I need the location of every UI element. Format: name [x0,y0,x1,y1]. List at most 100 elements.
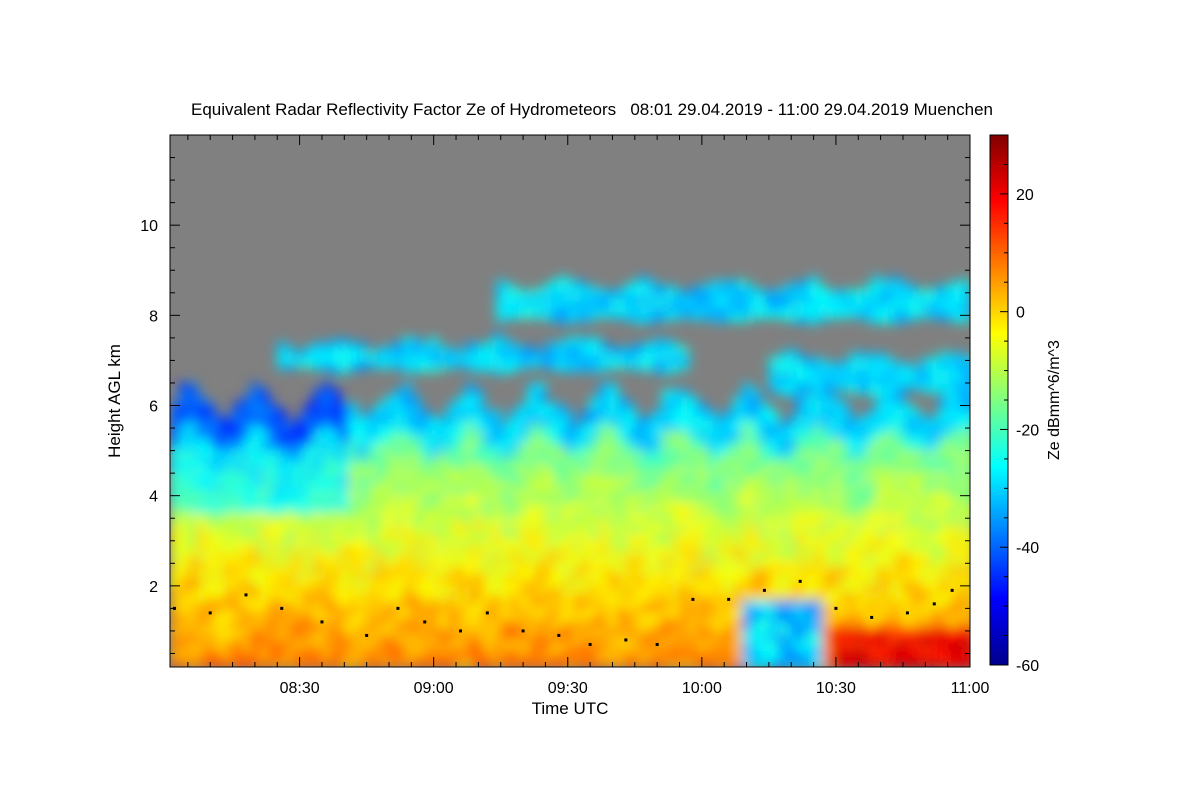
ze-cell [259,484,270,493]
ze-cell [947,464,958,472]
ze-cell [581,457,592,466]
ze-cell [321,349,332,358]
ze-cell [456,633,466,641]
ze-cell [634,545,645,554]
ze-cell [527,443,538,452]
ze-cell [956,504,967,513]
ze-cell [956,552,967,560]
ze-cell [339,612,350,621]
ze-cell [661,497,672,506]
ze-cell [751,497,761,506]
ze-cell [393,639,404,648]
ze-cell [679,653,690,662]
ze-cell [321,504,332,513]
ze-cell [590,491,601,499]
ze-cell [831,524,842,533]
ze-cell [813,524,824,533]
ze-cell [880,302,891,310]
ze-cell [634,477,645,486]
ze-cell [715,585,726,594]
ze-cell [885,437,896,445]
ze-cell [527,484,538,493]
ze-cell [545,639,556,648]
ze-cell [831,552,842,560]
ze-cell [634,592,645,601]
ze-cell [876,359,887,368]
ze-cell [809,316,820,325]
ze-cell [755,297,766,305]
ze-cell [894,552,904,560]
ze-cell [456,497,466,506]
ze-cell [402,585,413,594]
ze-cell [339,416,350,425]
ze-cell [965,579,970,587]
ze-cell [634,363,645,372]
ze-cell [545,511,556,520]
ze-cell [339,646,350,655]
ze-cell [952,280,963,289]
ze-cell [858,606,869,614]
ze-cell [357,592,368,601]
ze-cell [438,653,449,662]
ze-cell [178,518,189,526]
ze-cell [594,295,605,304]
ze-cell [366,599,377,608]
ze-cell [840,592,851,601]
ze-cell [768,437,779,445]
ze-cell [438,511,449,520]
ze-cell [786,464,797,472]
ze-cell [697,545,708,554]
ze-cell [849,484,860,493]
ze-cell [929,626,940,635]
ze-cell [768,626,779,635]
ze-cell [902,504,913,513]
ze-cell [581,350,592,359]
ze-cell [679,518,690,526]
ze-cell [420,350,431,359]
ze-cell [809,275,820,284]
ze-cell [259,531,270,540]
ze-cell [634,504,645,513]
ze-cell [715,504,726,513]
ze-cell [473,592,484,601]
ze-cell [268,599,279,608]
ze-cell [536,572,547,581]
ze-cell [822,592,833,601]
ze-cell [482,518,493,526]
ze-cell [885,464,896,472]
ze-cell [616,511,627,520]
ze-cell [742,423,753,432]
ze-cell [259,457,270,466]
ze-cell [482,511,493,520]
ze-cell [527,389,538,398]
ze-cell [491,518,502,526]
ze-cell [956,470,967,479]
ze-cell [473,538,484,547]
ze-cell [277,511,288,520]
ze-cell [965,497,970,506]
ze-cell [393,423,404,432]
ze-cell [652,430,663,439]
ze-cell [348,552,359,560]
ze-cell [947,387,958,396]
ze-cell [313,531,323,540]
ze-cell [304,430,315,439]
ze-cell [777,660,788,667]
ze-cell [715,497,726,506]
ze-cell [715,545,726,554]
ze-cell [804,464,815,472]
ze-cell [688,545,699,554]
ze-cell [393,524,404,533]
ze-cell [357,599,368,608]
cloud-base-point [485,611,489,615]
ze-cell [232,524,243,533]
ze-cell [813,457,824,466]
ze-cell [616,497,627,506]
ze-cell [697,579,708,587]
ze-cell [232,660,243,667]
ze-cell [232,497,243,506]
ze-cell [777,619,788,628]
ze-cell [241,497,252,506]
ze-cell [616,646,627,655]
ze-cell [518,599,529,608]
